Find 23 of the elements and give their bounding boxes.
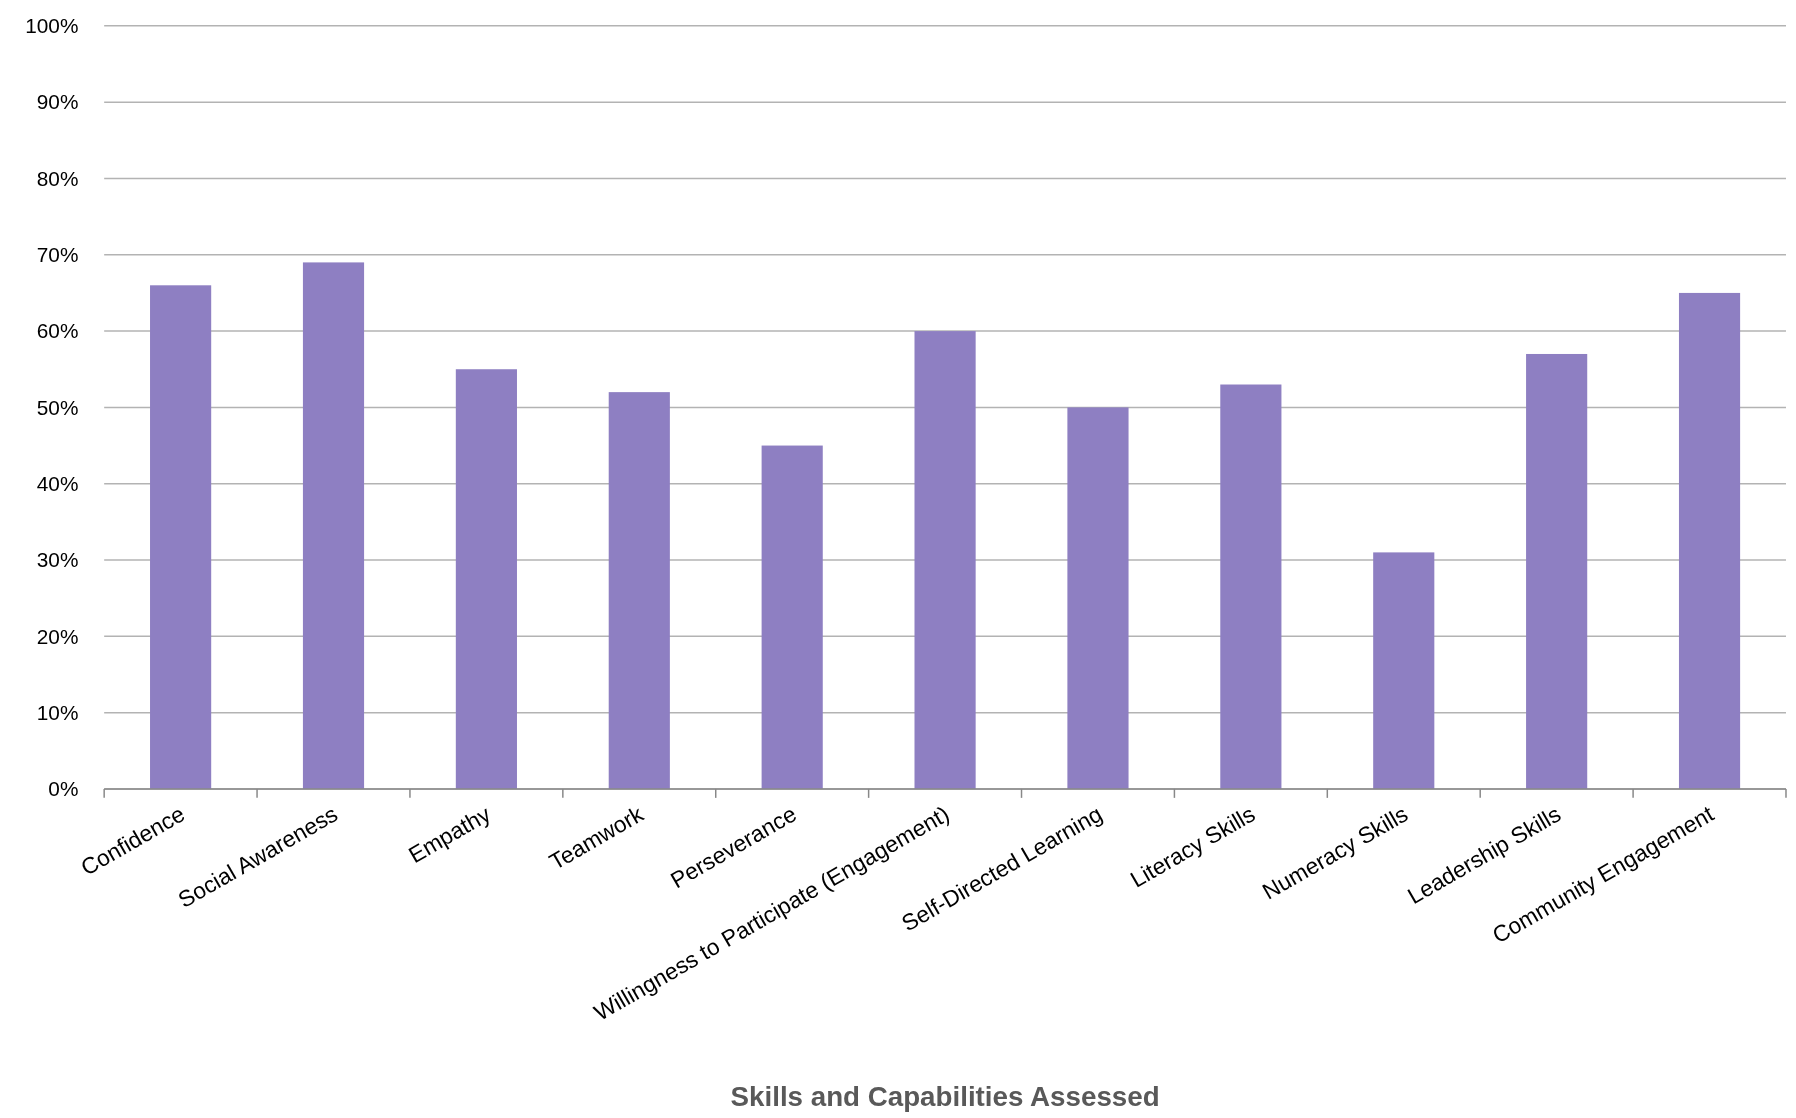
- bar: [1526, 353, 1588, 789]
- bar: [761, 445, 823, 789]
- y-tick-label: 50%: [36, 395, 79, 419]
- y-tick-label: 100%: [25, 14, 79, 38]
- bar: [455, 369, 517, 789]
- bar: [1373, 552, 1435, 789]
- y-tick-label: 0%: [48, 777, 79, 801]
- bar: [914, 331, 976, 789]
- x-axis-title: Skills and Capabilities Assessed: [730, 1081, 1160, 1113]
- bar: [1067, 407, 1129, 789]
- y-tick-label: 40%: [36, 471, 79, 495]
- y-tick-label: 60%: [36, 319, 79, 343]
- y-tick-label: 70%: [36, 243, 79, 267]
- bar: [608, 392, 670, 789]
- bar: [302, 262, 365, 789]
- y-tick-label: 90%: [36, 90, 79, 114]
- bar: [1678, 292, 1741, 789]
- bar: [150, 285, 212, 789]
- y-tick-label: 30%: [36, 548, 79, 572]
- y-tick-label: 80%: [36, 166, 79, 190]
- y-tick-label: 10%: [36, 700, 79, 724]
- bar: [1220, 384, 1282, 789]
- y-tick-label: 20%: [36, 624, 79, 648]
